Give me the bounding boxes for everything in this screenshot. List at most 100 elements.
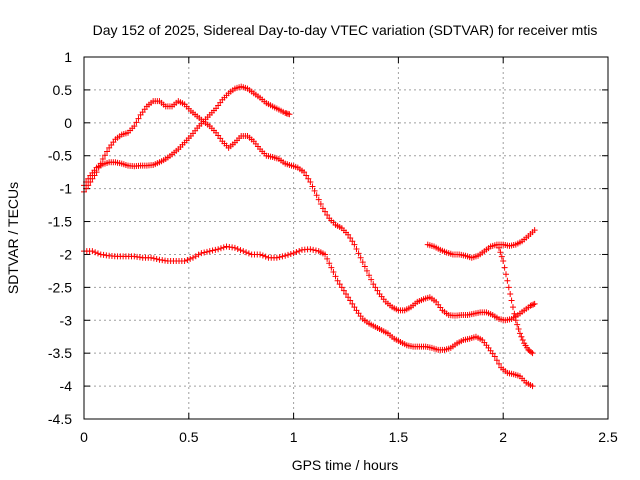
data-point-marker <box>363 267 370 274</box>
data-point-marker <box>353 245 360 252</box>
data-point-marker <box>319 205 326 212</box>
data-point-marker <box>491 353 498 360</box>
y-tick-label: -4 <box>60 378 73 394</box>
data-point-marker <box>245 250 252 257</box>
x-tick-label: 0.5 <box>179 429 199 445</box>
data-point-marker <box>507 290 514 297</box>
x-tick-label: 2 <box>499 429 507 445</box>
data-point-marker <box>515 326 522 333</box>
data-point-marker <box>234 245 241 252</box>
data-point-marker <box>529 383 536 390</box>
y-tick-label: -0.5 <box>48 148 72 164</box>
data-point-marker <box>351 241 358 248</box>
data-point-marker <box>104 148 111 155</box>
data-point-marker <box>345 231 352 238</box>
data-point-marker <box>359 259 366 266</box>
data-point-marker <box>262 253 269 260</box>
y-tick-label: -1.5 <box>48 214 72 230</box>
data-point-marker <box>296 247 303 254</box>
data-point-marker <box>220 244 227 251</box>
data-point-marker <box>366 272 373 279</box>
data-point-marker <box>531 227 538 234</box>
data-point-marker <box>493 357 500 364</box>
x-tick-label: 0 <box>80 429 88 445</box>
y-tick-label: -2 <box>60 246 73 262</box>
data-point-marker <box>276 254 283 261</box>
data-point-marker <box>285 251 292 258</box>
data-point-marker <box>131 123 138 130</box>
data-point-marker <box>310 246 317 253</box>
data-point-marker <box>290 250 297 257</box>
data-point-marker <box>501 264 508 271</box>
y-tick-label: 0 <box>64 115 72 131</box>
data-point-marker <box>181 258 188 265</box>
data-point-marker <box>322 251 329 258</box>
series-track-d <box>424 227 538 261</box>
series-track-a <box>81 98 538 324</box>
grid-layer <box>84 57 608 419</box>
data-point-marker <box>332 273 339 280</box>
data-point-marker <box>92 249 99 256</box>
data-point-marker <box>500 258 507 265</box>
data-point-marker <box>89 248 96 255</box>
x-tick-label: 1 <box>290 429 298 445</box>
data-point-marker <box>209 247 216 254</box>
data-point-marker <box>286 111 293 118</box>
data-point-marker <box>135 115 142 122</box>
data-point-marker <box>309 183 316 190</box>
data-point-marker <box>317 200 324 207</box>
y-tick-label: -4.5 <box>48 411 72 427</box>
data-point-marker <box>287 251 294 258</box>
data-point-marker <box>330 269 337 276</box>
data-point-marker <box>355 250 362 257</box>
data-point-marker <box>279 253 286 260</box>
data-point-marker <box>150 255 157 262</box>
data-point-marker <box>243 249 250 256</box>
data-point-marker <box>313 192 320 199</box>
data-point-marker <box>148 254 155 261</box>
data-point-marker <box>257 251 264 258</box>
data-point-marker <box>529 350 536 357</box>
data-point-marker <box>509 304 516 311</box>
points-layer <box>81 83 538 390</box>
data-point-marker <box>237 247 244 254</box>
data-point-marker <box>101 152 108 159</box>
y-tick-label: 0.5 <box>53 82 73 98</box>
data-point-marker <box>349 238 356 245</box>
y-tick-label: -1 <box>60 181 73 197</box>
data-point-marker <box>85 175 92 182</box>
data-point-marker <box>372 284 379 291</box>
data-point-marker <box>514 321 521 328</box>
data-point-marker <box>343 290 349 297</box>
data-point-marker <box>349 300 356 307</box>
data-point-marker <box>516 330 523 337</box>
data-point-marker <box>201 249 208 256</box>
data-point-marker <box>511 310 518 317</box>
y-tick-label: -3 <box>60 312 73 328</box>
data-point-marker <box>357 254 364 261</box>
data-point-marker <box>496 244 503 251</box>
data-point-marker <box>312 247 319 254</box>
data-point-marker <box>293 249 300 256</box>
y-tick-label: -2.5 <box>48 279 72 295</box>
y-tick-label: 1 <box>64 49 72 65</box>
data-point-marker <box>187 255 194 262</box>
data-point-marker <box>212 246 219 253</box>
data-point-marker <box>347 297 354 304</box>
data-point-marker <box>259 252 266 259</box>
data-point-marker <box>527 302 534 309</box>
data-point-marker <box>184 256 191 263</box>
series-track-e <box>496 244 536 357</box>
x-tick-label: 1.5 <box>389 429 409 445</box>
data-point-marker <box>497 249 504 256</box>
data-point-marker <box>334 277 341 284</box>
data-point-marker <box>99 156 106 163</box>
data-point-marker <box>505 284 512 291</box>
data-point-marker <box>94 250 101 257</box>
data-point-marker <box>504 277 511 284</box>
series-track-b <box>81 83 293 189</box>
data-point-marker <box>528 302 535 309</box>
data-point-marker <box>519 337 526 344</box>
data-point-marker <box>345 294 352 301</box>
